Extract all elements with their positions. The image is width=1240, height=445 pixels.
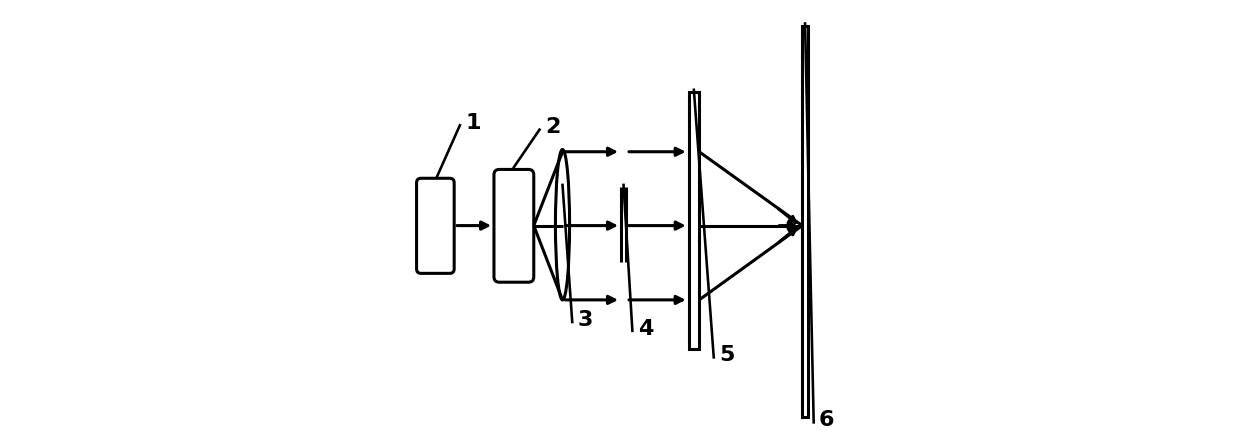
Text: 4: 4 — [637, 319, 653, 339]
Text: 2: 2 — [544, 117, 560, 138]
Bar — [688, 92, 699, 348]
Bar — [802, 26, 808, 417]
Text: 1: 1 — [465, 113, 481, 133]
Ellipse shape — [556, 150, 569, 300]
Text: 3: 3 — [578, 310, 593, 330]
FancyBboxPatch shape — [494, 170, 533, 282]
Text: 5: 5 — [719, 345, 734, 365]
Text: 6: 6 — [818, 410, 835, 430]
FancyBboxPatch shape — [417, 178, 454, 273]
